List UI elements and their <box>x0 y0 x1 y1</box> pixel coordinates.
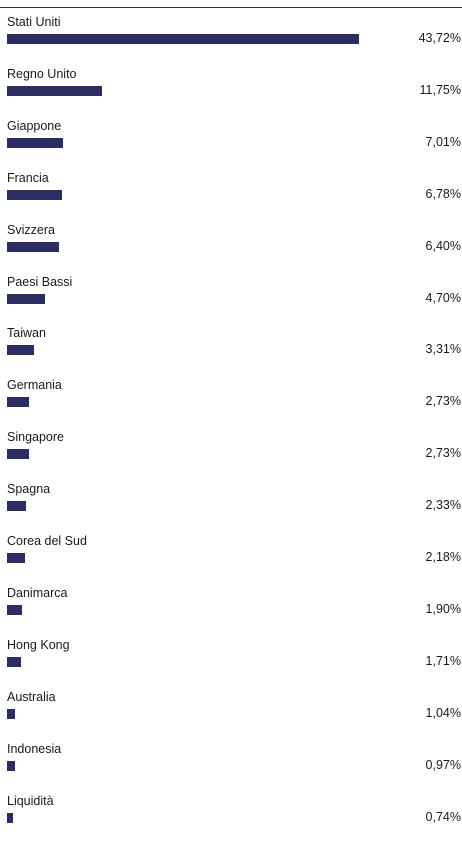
bar <box>7 34 359 44</box>
category-label: Taiwan <box>7 326 46 341</box>
value-label: 3,31% <box>425 342 461 357</box>
bar <box>7 501 26 512</box>
bar-row: Australia 1,04% <box>0 690 462 742</box>
bar <box>7 189 62 200</box>
bar <box>7 760 15 771</box>
category-label: Germania <box>7 378 62 393</box>
bar-row: Taiwan 3,31% <box>0 326 462 378</box>
category-label: Liquidità <box>7 793 54 808</box>
bar-row: Svizzera 6,40% <box>0 223 462 275</box>
category-label: Giappone <box>7 118 62 133</box>
value-label: 2,18% <box>425 550 461 564</box>
category-label: Singapore <box>7 430 64 445</box>
bar <box>7 553 25 563</box>
value-label: 0,97% <box>425 757 461 772</box>
category-label: Francia <box>7 170 49 185</box>
bar <box>7 85 102 96</box>
value-label: 2,33% <box>425 498 461 513</box>
bar-row: Spagna 2,33% <box>0 482 462 534</box>
category-label: Danimarca <box>7 585 68 600</box>
bar <box>7 293 45 304</box>
value-label: 7,01% <box>425 134 461 149</box>
value-label: 4,70% <box>425 290 461 305</box>
value-label: 2,73% <box>425 446 461 461</box>
category-label: Paesi Bassi <box>7 274 73 289</box>
value-label: 1,04% <box>425 705 461 720</box>
bar-row: Francia 6,78% <box>0 171 462 223</box>
bar <box>7 604 23 615</box>
category-label: Spagna <box>7 482 51 497</box>
bar-row: Danimarca 1,90% <box>0 586 462 638</box>
value-label: 1,71% <box>425 653 461 668</box>
bar <box>7 812 13 823</box>
bar-row: Paesi Bassi 4,70% <box>0 275 462 327</box>
bar-row: Hong Kong 1,71% <box>0 638 462 690</box>
value-label: 6,78% <box>425 186 461 201</box>
category-label: Regno Unito <box>7 66 77 81</box>
value-label: 0,74% <box>425 809 461 824</box>
value-label: 6,40% <box>425 238 461 253</box>
category-label: Stati Uniti <box>7 15 61 29</box>
category-label: Svizzera <box>7 222 55 237</box>
top-divider <box>0 7 462 8</box>
bar <box>7 656 21 667</box>
bar-row: Indonesia 0,97% <box>0 742 462 794</box>
category-label: Corea del Sud <box>7 534 87 548</box>
value-label: 2,73% <box>425 394 461 409</box>
bar-row: Singapore 2,73% <box>0 430 462 482</box>
bar <box>7 137 64 148</box>
value-label: 11,75% <box>419 82 461 97</box>
value-label: 43,72% <box>418 31 461 45</box>
bar-row: Corea del Sud 2,18% <box>0 534 462 586</box>
bar <box>7 241 59 252</box>
bar-row: Giappone 7,01% <box>0 119 462 171</box>
bar <box>7 345 34 356</box>
value-label: 1,90% <box>425 601 461 616</box>
bar <box>7 708 16 719</box>
bar-row: Germania 2,73% <box>0 378 462 430</box>
bar-row: Liquidità 0,74% <box>0 794 462 846</box>
bar-row: Stati Uniti 43,72% <box>0 15 462 67</box>
bar-row: Regno Unito 11,75% <box>0 67 462 119</box>
bar <box>7 449 29 460</box>
category-label: Hong Kong <box>7 637 70 652</box>
category-label: Indonesia <box>7 741 62 756</box>
bar <box>7 397 29 408</box>
country-allocation-chart: Stati Uniti 43,72% Regno Unito 11,75% Giappo… <box>0 7 462 824</box>
category-label: Australia <box>7 689 56 704</box>
